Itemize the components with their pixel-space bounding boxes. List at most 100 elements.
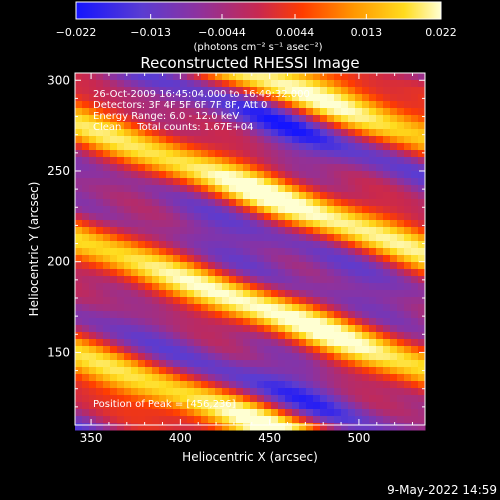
heatmap-cell [124, 213, 132, 221]
x-tick-label: 450 [258, 431, 281, 445]
heatmap-cell [411, 108, 419, 116]
heatmap-cell [264, 388, 272, 396]
heatmap-cell [271, 73, 279, 81]
heatmap-cell [103, 143, 111, 151]
heatmap-cell [369, 87, 377, 95]
heatmap-cell [362, 150, 370, 158]
heatmap-cell [264, 416, 272, 424]
heatmap-cell [313, 143, 321, 151]
heatmap-cell [320, 136, 328, 144]
colorbar-tick-label: −0.022 [56, 26, 97, 39]
heatmap-cell [250, 101, 258, 109]
heatmap-cell [299, 409, 307, 417]
heatmap-cell [397, 374, 405, 382]
heatmap-cell [271, 353, 279, 361]
heatmap-cell [355, 381, 363, 389]
heatmap-cell [285, 164, 293, 172]
heatmap-cell [208, 402, 216, 410]
heatmap-cell [292, 374, 300, 382]
heatmap-cell [82, 87, 90, 95]
heatmap-cell [341, 311, 349, 319]
heatmap-cell [201, 80, 209, 88]
heatmap-cell [145, 192, 153, 200]
heatmap-cell [82, 353, 90, 361]
heatmap-cell [278, 290, 286, 298]
heatmap-cell [271, 192, 279, 200]
heatmap-cell [292, 199, 300, 207]
heatmap-cell [341, 171, 349, 179]
heatmap-cell [299, 234, 307, 242]
heatmap-cell [369, 108, 377, 116]
heatmap-cell [411, 395, 419, 403]
heatmap-cell [145, 150, 153, 158]
heatmap-cell [243, 269, 251, 277]
heatmap-cell [278, 304, 286, 312]
heatmap-cell [117, 136, 125, 144]
heatmap-cell [215, 94, 223, 102]
heatmap-cell [194, 423, 202, 431]
heatmap-cell [208, 101, 216, 109]
heatmap-cell [397, 248, 405, 256]
heatmap-cell [390, 213, 398, 221]
heatmap-cell [89, 94, 97, 102]
heatmap-cell [306, 395, 314, 403]
heatmap-cell [187, 332, 195, 340]
heatmap-cell [383, 129, 391, 137]
heatmap-cell [278, 129, 286, 137]
heatmap-cell [411, 115, 419, 123]
heatmap-cell [117, 339, 125, 347]
heatmap-cell [131, 276, 139, 284]
heatmap-cell [89, 325, 97, 333]
heatmap-cell [145, 206, 153, 214]
heatmap-cell [110, 227, 118, 235]
heatmap-cell [404, 402, 412, 410]
heatmap-cell [131, 108, 139, 116]
heatmap-cell [320, 87, 328, 95]
heatmap-cell [278, 311, 286, 319]
heatmap-cell [369, 360, 377, 368]
heatmap-cell [299, 192, 307, 200]
heatmap-cell [103, 157, 111, 165]
heatmap-cell [418, 318, 426, 326]
heatmap-cell [159, 108, 167, 116]
heatmap-cell [201, 94, 209, 102]
heatmap-cell [243, 164, 251, 172]
heatmap-cell [82, 178, 90, 186]
heatmap-cell [110, 402, 118, 410]
heatmap-cell [166, 157, 174, 165]
heatmap-cell [397, 297, 405, 305]
heatmap-cell [418, 353, 426, 361]
heatmap-cell [369, 143, 377, 151]
heatmap-cell [341, 213, 349, 221]
heatmap-cell [229, 199, 237, 207]
heatmap-cell [418, 178, 426, 186]
heatmap-cell [152, 409, 160, 417]
heatmap-cell [117, 269, 125, 277]
heatmap-cell [215, 178, 223, 186]
heatmap-cell [96, 157, 104, 165]
heatmap-cell [138, 416, 146, 424]
heatmap-cell [103, 325, 111, 333]
heatmap-cell [327, 206, 335, 214]
heatmap-cell [229, 73, 237, 81]
y-tick-label: 150 [47, 345, 70, 359]
heatmap-cell [117, 262, 125, 270]
heatmap-cell [327, 311, 335, 319]
heatmap-cell [180, 213, 188, 221]
heatmap-cell [383, 283, 391, 291]
heatmap-cell [103, 304, 111, 312]
heatmap-cell [411, 423, 419, 431]
heatmap-cell [75, 73, 83, 81]
heatmap-cell [369, 388, 377, 396]
heatmap-cell [418, 297, 426, 305]
heatmap-cell [187, 360, 195, 368]
heatmap-cell [383, 94, 391, 102]
heatmap-cell [257, 304, 265, 312]
heatmap-cell [152, 360, 160, 368]
heatmap-cell [229, 360, 237, 368]
heatmap-cell [222, 262, 230, 270]
heatmap-cell [145, 416, 153, 424]
heatmap-cell [208, 353, 216, 361]
heatmap-cell [355, 234, 363, 242]
heatmap-cell [341, 220, 349, 228]
